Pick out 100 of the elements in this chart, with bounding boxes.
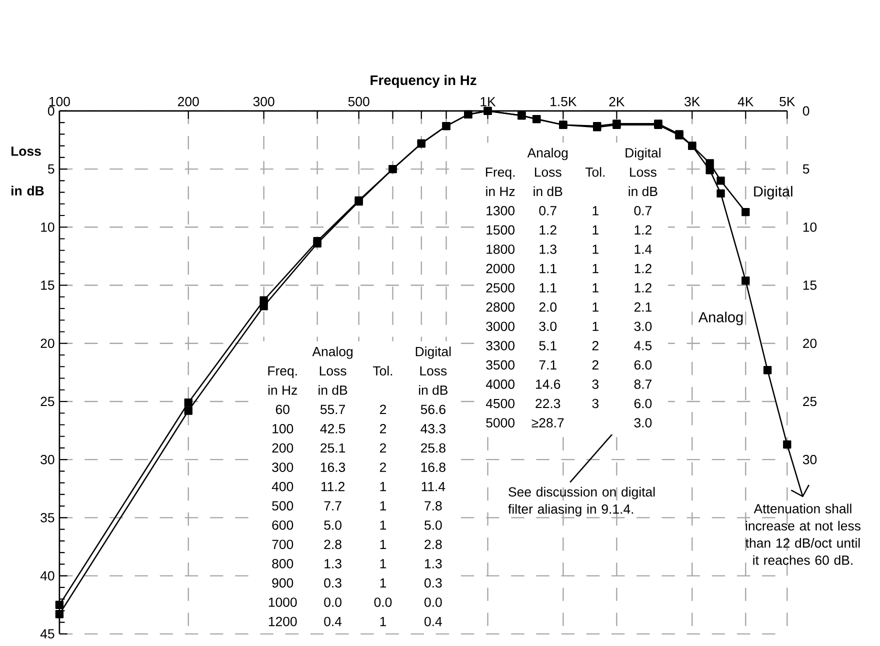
annotation: 1300 <box>486 206 514 216</box>
annotation: 1.3 <box>324 559 342 568</box>
annotation: ≥28.7 <box>532 418 564 428</box>
annotation: 8.7 <box>634 380 652 389</box>
annotation: 56.6 <box>420 404 446 414</box>
annotation: 22.3 <box>536 398 560 408</box>
annotation: 4500 <box>486 398 514 408</box>
annotation: 1 <box>380 520 386 530</box>
x-tick-label: 2K <box>609 97 625 106</box>
annotation: 2800 <box>486 302 514 312</box>
annotation: 55.7 <box>320 404 345 414</box>
y-tick-label: 5 <box>48 164 54 174</box>
annotation: Digital <box>416 346 451 359</box>
annotation: Tol. <box>372 366 392 376</box>
annotation: Analog <box>312 346 352 359</box>
annotation: 700 <box>272 540 294 550</box>
annotation: in dB <box>418 385 448 395</box>
x-tick-label: 1.5K <box>550 97 577 106</box>
annotation: See discussion on digital filter aliasing in 9.1.4. <box>508 487 655 516</box>
y2-tick-label: 0 <box>802 106 810 116</box>
annotation: 5000 <box>486 418 514 428</box>
annotation: 42.5 <box>320 424 346 434</box>
y-tick-label: 40 <box>40 571 54 581</box>
annotation: Loss <box>630 168 656 177</box>
annotation: 16.3 <box>320 462 346 472</box>
annotation: 14.6 <box>536 380 560 389</box>
annotation: Freq. <box>486 168 515 180</box>
y-tick-label: 15 <box>41 280 54 290</box>
annotation: 800 <box>272 559 294 568</box>
annotation: 43.3 <box>420 424 446 434</box>
x-tick-label: 3K <box>684 97 700 106</box>
annotation: 4000 <box>486 380 514 389</box>
annotation: 1200 <box>268 616 297 626</box>
annotation: 2.8 <box>324 540 342 550</box>
y2-tick-label: 30 <box>802 455 817 464</box>
annotation: 400 <box>272 482 294 492</box>
annotation: 0.7 <box>634 206 652 216</box>
annotation: 1.2 <box>634 225 652 235</box>
annotation: 60 <box>276 404 290 414</box>
annotation: 5.0 <box>424 520 442 530</box>
x-tick-label: 100 <box>49 97 70 106</box>
annotation: 0.3 <box>424 578 442 588</box>
annotation: 2.1 <box>634 302 652 312</box>
annotation: 3 <box>592 398 598 408</box>
annotation: 2 <box>592 360 598 370</box>
annotation: 0.4 <box>324 616 342 626</box>
annotation: 1.3 <box>540 244 556 254</box>
annotation: 7.1 <box>539 360 556 370</box>
annotation: 6.0 <box>634 360 652 370</box>
x-tick-label: 4K <box>738 97 754 106</box>
annotation: in dB <box>534 186 562 196</box>
annotation: in Hz <box>486 186 515 196</box>
y-tick-label: 45 <box>40 629 54 639</box>
annotation: 1 <box>380 482 386 492</box>
annotation: 4.5 <box>634 341 652 350</box>
annotation: 1800 <box>486 244 514 254</box>
annotation: 11.4 <box>422 482 446 492</box>
y-tick-label: 0 <box>48 106 54 116</box>
annotation: 3.0 <box>539 322 557 332</box>
y-tick-label: 20 <box>40 338 54 348</box>
annotation: 1 <box>592 322 598 332</box>
annotation: 1500 <box>486 225 514 235</box>
annotation: 500 <box>272 501 294 511</box>
y-tick-label: 10 <box>41 222 54 232</box>
annotation: 0.7 <box>539 206 556 216</box>
annotation: 0.3 <box>324 578 342 588</box>
annotation: 5.1 <box>539 341 556 350</box>
series-label: Digital <box>754 186 792 200</box>
annotation: 7.8 <box>424 501 442 511</box>
annotation: 0.0 <box>374 598 392 608</box>
annotation: 3 <box>592 380 598 389</box>
y2-tick-label: 25 <box>803 396 817 406</box>
annotation: 0.0 <box>424 598 442 608</box>
annotation: 25.8 <box>420 443 446 453</box>
annotation: 3.0 <box>634 418 652 428</box>
annotation: 1 <box>380 559 386 568</box>
annotation: 1.2 <box>634 264 652 274</box>
y-tick-label: 35 <box>40 513 54 522</box>
annotation: 1.1 <box>540 264 556 274</box>
y-tick-label: 25 <box>40 396 54 406</box>
annotation: 16.8 <box>421 462 446 472</box>
annotation: 200 <box>272 443 294 453</box>
annotation: 3500 <box>486 360 514 370</box>
annotation: 2 <box>592 341 598 350</box>
annotation: 600 <box>272 520 294 530</box>
annotation: 2 <box>380 462 386 472</box>
annotation: 0.0 <box>324 598 342 608</box>
annotation: Attenuation shall increase at not less than 12 dB/oct until it reaches 60 dB. <box>746 504 860 565</box>
annotation: 1 <box>380 578 386 588</box>
annotation: in Hz <box>268 385 297 395</box>
annotation: 3300 <box>486 341 514 350</box>
annotation: 1 <box>592 264 598 274</box>
annotation: 1.1 <box>540 283 556 292</box>
series-label: Analog <box>698 312 743 326</box>
annotation: 5.0 <box>324 520 342 530</box>
annotation: 11.2 <box>321 482 344 492</box>
y2-tick-label: 15 <box>803 280 817 290</box>
annotation: 2000 <box>486 264 514 274</box>
annotation: 1.2 <box>540 225 556 235</box>
annotation: 3.0 <box>634 322 652 332</box>
